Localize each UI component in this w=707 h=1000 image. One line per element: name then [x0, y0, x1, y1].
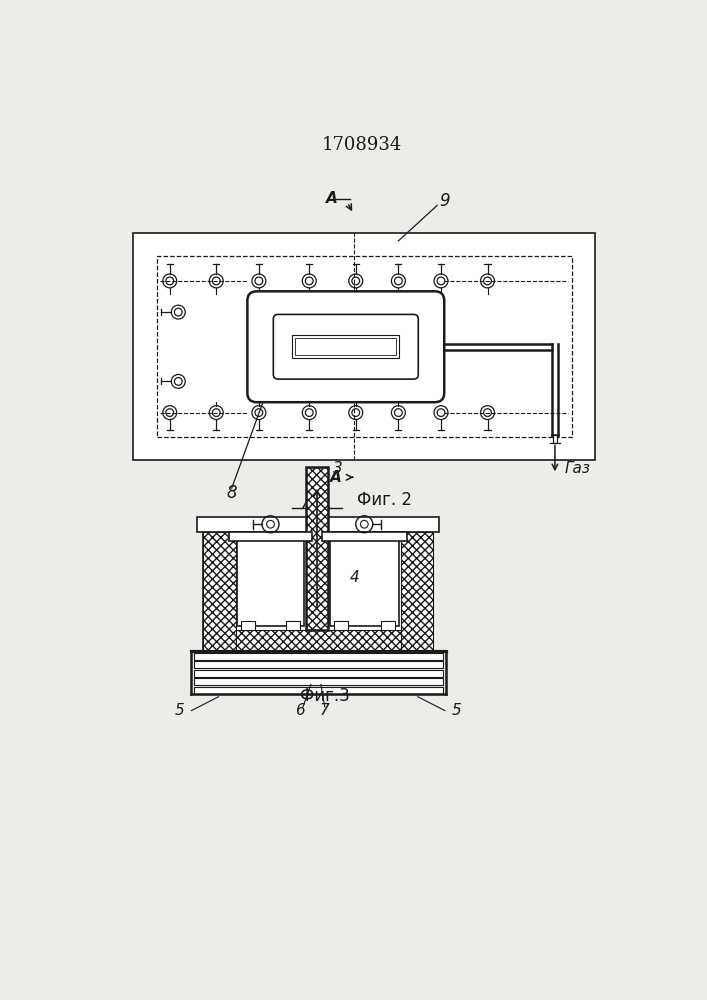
Bar [197, 517, 440, 532]
Bar [194, 661, 443, 668]
Text: A: A [330, 470, 342, 485]
Bar [237, 536, 304, 626]
Text: A-A: A-A [303, 494, 332, 512]
Bar [296, 338, 396, 355]
FancyBboxPatch shape [274, 314, 419, 379]
Bar [156, 256, 572, 437]
Bar [230, 532, 312, 541]
Bar [334, 620, 348, 630]
Bar [194, 670, 443, 677]
Bar [134, 233, 595, 460]
Text: 3: 3 [332, 461, 342, 476]
FancyBboxPatch shape [247, 291, 444, 402]
Bar [381, 620, 395, 630]
Bar [235, 630, 401, 651]
Bar [322, 532, 407, 541]
Bar [203, 532, 433, 651]
Bar [306, 466, 328, 630]
Bar [553, 435, 557, 443]
Bar [194, 653, 443, 660]
Text: Фиг. 2: Фиг. 2 [357, 491, 412, 509]
Text: A: A [327, 191, 338, 206]
Text: Фиг.3: Фиг.3 [300, 687, 350, 705]
Bar [330, 536, 399, 626]
Bar [286, 620, 300, 630]
Text: Газ: Газ [564, 461, 590, 476]
Text: 4: 4 [349, 570, 359, 585]
Text: 8: 8 [226, 484, 237, 502]
Text: 1708934: 1708934 [322, 136, 402, 154]
Text: 6: 6 [295, 703, 305, 718]
Bar [401, 532, 433, 651]
Text: 5: 5 [175, 703, 185, 718]
Text: 5: 5 [452, 703, 462, 718]
Text: 9: 9 [440, 192, 450, 210]
Bar [203, 532, 235, 651]
Text: 7: 7 [320, 703, 329, 718]
Bar [194, 678, 443, 685]
Bar [292, 335, 399, 358]
Bar [241, 620, 255, 630]
Bar [194, 687, 443, 694]
